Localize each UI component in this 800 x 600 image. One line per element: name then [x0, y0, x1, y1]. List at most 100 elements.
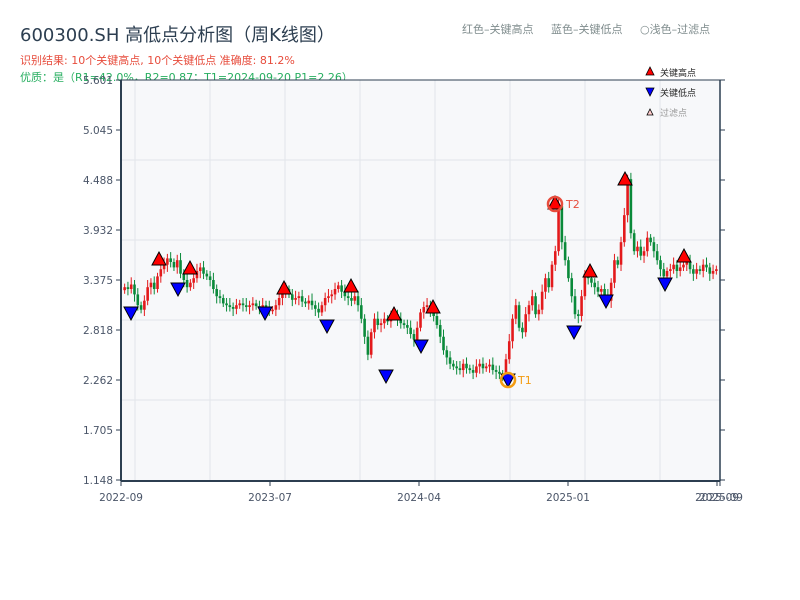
candle-body — [494, 370, 498, 372]
candle-body — [238, 303, 241, 306]
key-low-marker — [598, 294, 614, 310]
candle-body — [208, 276, 212, 281]
candle-body — [678, 267, 682, 271]
candle-body — [590, 278, 593, 283]
t1-label: T1 — [517, 374, 532, 387]
candle-body — [596, 287, 600, 292]
candle-body — [458, 368, 462, 371]
key-high-marker — [182, 259, 198, 275]
candle-body — [202, 267, 205, 274]
key-high-marker — [276, 279, 292, 295]
candle-body — [514, 305, 518, 319]
candle-body — [692, 269, 695, 274]
candle-body — [356, 296, 360, 306]
candle-body — [254, 303, 258, 307]
y-tick-label: 2.818 — [83, 325, 113, 337]
candle-body — [179, 260, 182, 274]
candle-body — [550, 264, 554, 288]
candle-body — [544, 278, 547, 292]
candle-body — [708, 267, 712, 274]
x-axis-labels: 2022-09 2023-07 2024-04 2025-01 2025-092025-… — [99, 481, 743, 504]
candle-body — [465, 363, 468, 369]
top-legend-low: 蓝色–关键低点 — [551, 23, 623, 36]
y-tick-label: 1.148 — [83, 475, 113, 487]
t2-circle — [546, 195, 564, 213]
candle-body — [225, 303, 228, 306]
y-tick-label: 4.488 — [83, 175, 113, 187]
candle-body — [231, 307, 235, 309]
candle-body — [623, 215, 626, 243]
candle-body — [323, 298, 327, 306]
candle-body — [343, 291, 347, 297]
candle-body — [409, 327, 412, 335]
candle-body — [366, 336, 370, 355]
candle-body — [524, 314, 527, 333]
candle-body — [649, 237, 652, 243]
key-high-marker — [343, 277, 359, 293]
candle-body — [455, 366, 458, 369]
candle-body — [162, 264, 166, 270]
candle-body — [340, 285, 343, 292]
legend-label: 关键低点 — [660, 87, 696, 99]
candle-body — [619, 242, 623, 265]
candle-body — [445, 350, 449, 358]
candle-body — [379, 323, 383, 326]
candle-body — [652, 242, 656, 252]
candle-body — [435, 316, 439, 326]
candle-body — [711, 270, 715, 274]
candle-body — [251, 303, 255, 306]
candle-body — [172, 261, 176, 268]
candle-body — [425, 305, 429, 308]
candle-body — [498, 371, 501, 374]
candle-body — [685, 261, 689, 265]
candle-body — [189, 282, 192, 288]
candle-body — [169, 258, 172, 262]
candle-body — [373, 318, 376, 333]
candle-body — [563, 242, 567, 261]
key-low-marker — [257, 306, 273, 322]
candle-body — [369, 332, 373, 355]
candle-body — [504, 359, 508, 378]
candle-body — [353, 296, 357, 301]
candle-body — [166, 258, 169, 265]
candle-body — [274, 305, 278, 310]
legend-high-icon — [645, 66, 655, 76]
candle-body — [192, 278, 195, 283]
candle-body — [475, 366, 478, 373]
candle-body — [593, 282, 597, 288]
candle-body — [228, 305, 232, 308]
top-color-legend: 红色–关键高点 蓝色–关键低点 ○浅色–过滤点 — [462, 21, 710, 37]
candle-body — [415, 327, 419, 340]
candle-body — [185, 280, 189, 288]
candle-body — [517, 305, 521, 328]
candle-body — [412, 334, 416, 340]
candle-body — [688, 261, 692, 270]
legend-label: 关键高点 — [660, 67, 696, 79]
candle-body — [300, 296, 304, 302]
candle-body — [337, 285, 340, 290]
candle-body — [484, 366, 488, 369]
candle-body — [159, 269, 163, 277]
candle-body — [583, 273, 587, 297]
t2-label: T2 — [565, 198, 580, 211]
key-low-marker — [319, 319, 335, 335]
candle-body — [139, 305, 143, 310]
candle-body — [314, 305, 317, 309]
y-tick-label: 5.601 — [83, 75, 113, 87]
candle-body — [662, 269, 666, 277]
x-tick-label: 2025-09 — [695, 492, 739, 504]
candle-body — [600, 289, 603, 292]
candle-body — [527, 305, 531, 315]
candle-body — [626, 179, 629, 216]
key-low-marker — [657, 277, 673, 293]
key-high-marker — [617, 170, 633, 186]
candle-body — [573, 296, 577, 315]
candle-body — [448, 357, 452, 364]
key-high-marker — [151, 250, 167, 266]
candle-body — [241, 303, 245, 306]
candle-body — [646, 237, 649, 252]
candle-body — [609, 282, 613, 301]
candle-body — [399, 318, 403, 324]
candle-body — [129, 284, 133, 290]
